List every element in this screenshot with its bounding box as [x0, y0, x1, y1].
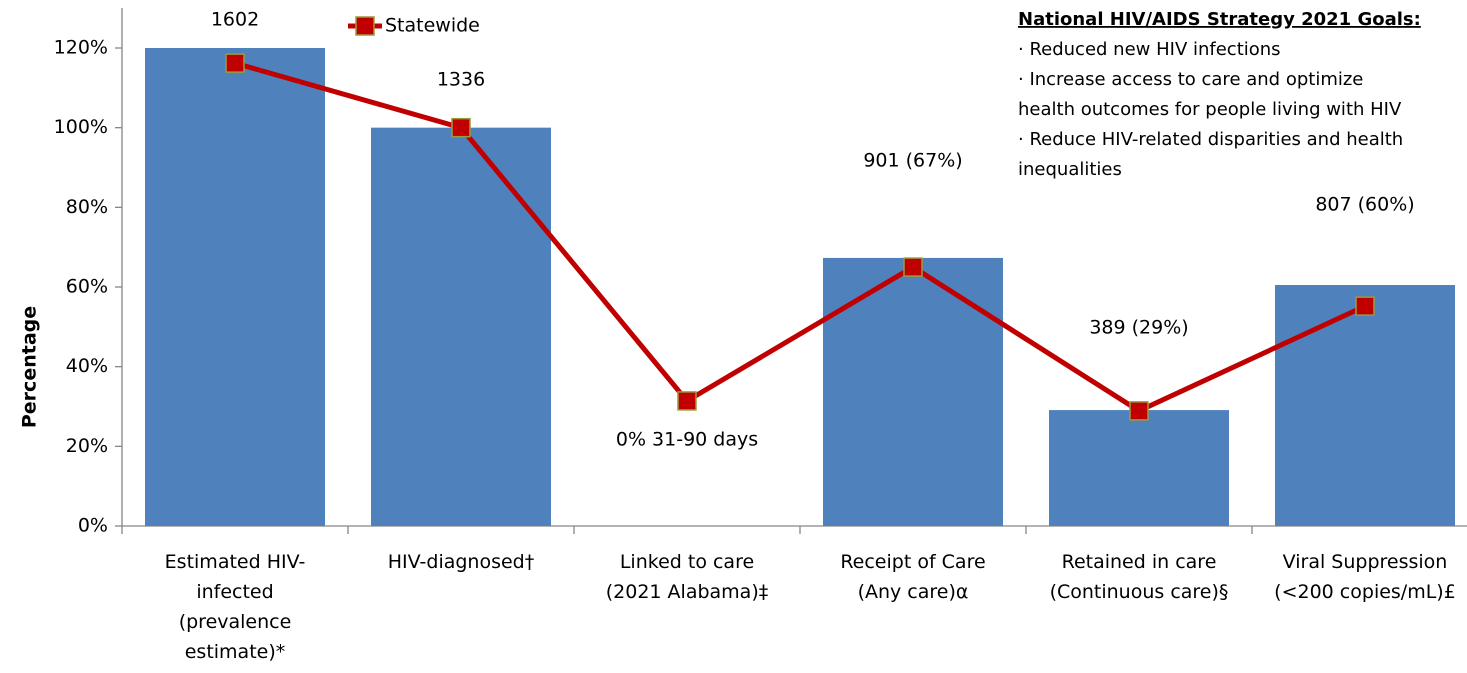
bar [145, 48, 325, 526]
bar [1275, 285, 1455, 526]
x-tick-label-line: Linked to care [620, 551, 754, 573]
goals-line: · Increase access to care and optimize [1018, 69, 1363, 90]
legend-marker [355, 16, 375, 36]
x-tick-label-line: estimate)* [185, 641, 286, 663]
goals-title: National HIV/AIDS Strategy 2021 Goals: [1018, 9, 1421, 30]
x-tick-label-line: (Any care)α [858, 581, 969, 603]
x-tick-label-line: (2021 Alabama)‡ [606, 581, 769, 603]
x-tick-label-line: Receipt of Care [840, 551, 985, 573]
x-tick-label-line: (prevalence [179, 611, 292, 633]
y-axis-label: Percentage [19, 306, 41, 428]
x-tick-label: Linked to care (2021 Alabama)‡ [606, 551, 769, 603]
x-tick-label-line: HIV-diagnosed† [388, 551, 535, 573]
bar-annotation: 1602 [211, 9, 259, 31]
y-tick-label: 20% [66, 435, 108, 457]
x-tick-label-line: (<200 copies/mL)£ [1274, 581, 1456, 603]
y-tick-label: 0% [78, 515, 108, 537]
marker [903, 257, 923, 277]
bar-annotation: 0% 31-90 days [616, 429, 758, 451]
marker [225, 53, 245, 73]
bar-annotation: 901 (67%) [863, 150, 962, 172]
bar [371, 127, 551, 527]
x-tick-label: Viral Suppression (<200 copies/mL)£ [1274, 551, 1456, 603]
bar-annotation: 1336 [437, 69, 485, 91]
bar-annotation: 807 (60%) [1315, 194, 1414, 216]
x-tick-label-line: (Continuous care)§ [1050, 581, 1229, 603]
x-tick-label: Receipt of Care (Any care)α [840, 551, 985, 603]
goals-line: · Reduced new HIV infections [1018, 39, 1281, 60]
y-tick-label: 80% [66, 196, 108, 218]
y-tick-label: 120% [54, 37, 108, 59]
y-tick-label: 60% [66, 276, 108, 298]
bar [1049, 410, 1229, 526]
marker [1129, 401, 1149, 421]
y-tick-label: 100% [54, 116, 108, 138]
x-tick-label-line: Retained in care [1062, 551, 1217, 573]
marker [451, 117, 471, 138]
goals-line: inequalities [1018, 159, 1122, 180]
x-tick-label-line: Viral Suppression [1283, 551, 1448, 573]
goals-line: · Reduce HIV-related disparities and hea… [1018, 129, 1403, 150]
line [234, 60, 1367, 414]
x-tick-label: Retained in care (Continuous care)§ [1050, 551, 1229, 603]
x-tick-label: HIV-diagnosed† [388, 551, 535, 573]
bar-annotation: 389 (29%) [1089, 317, 1188, 339]
marker [1355, 296, 1375, 316]
y-tick-label: 40% [66, 355, 108, 377]
marker [677, 391, 697, 411]
x-tick-label: Estimated HIV-infected (prevalence estimat… [165, 551, 306, 663]
legend-label: Statewide [385, 15, 480, 37]
bar [823, 257, 1003, 526]
x-tick-label-line: infected [196, 581, 273, 603]
goals-line: health outcomes for people living with H… [1018, 99, 1402, 120]
x-tick-label-line: Estimated HIV- [165, 551, 306, 573]
